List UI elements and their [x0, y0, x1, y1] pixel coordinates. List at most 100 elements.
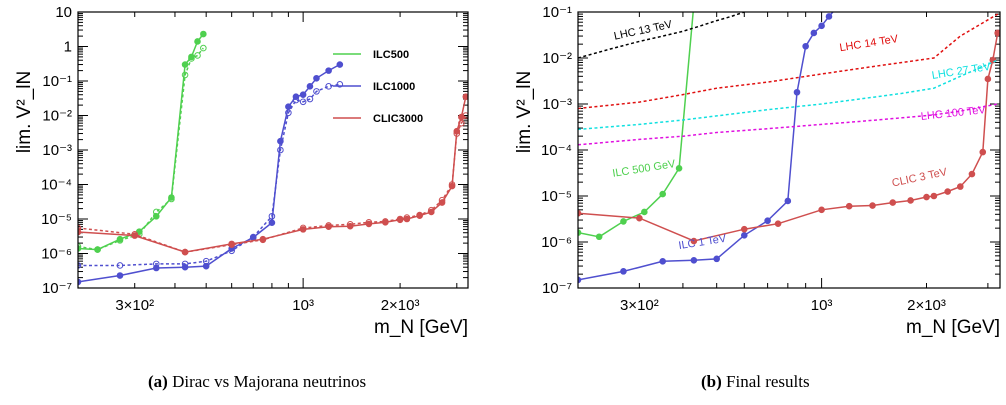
- panel-b-plot-frame: [577, 11, 1001, 289]
- panel-a-data-point: [268, 212, 276, 220]
- panel-b-chart: 3×10² 10³ 2×10³ 10⁻⁷ 10⁻⁶ 10⁻⁵ 10⁻⁴ 10⁻³ 10⁻² 10⁻…: [514, 1, 1001, 338]
- panel-b-series-line-ilc-500-gev: [578, 12, 694, 238]
- panel-a-y-tick-label: 10⁻⁶: [41, 246, 72, 263]
- panel-a-y-tick-label: 10: [55, 4, 72, 21]
- panel-a-data-point: [285, 109, 292, 117]
- panel-a-data-point: [78, 243, 82, 250]
- panel-a-series-group: [78, 30, 468, 286]
- panel-a-data-point: [306, 95, 314, 103]
- panel-a-data-point: [292, 93, 300, 101]
- panel-a-data-point: [396, 215, 404, 223]
- panel-b-data-point: [636, 214, 643, 222]
- legend-label: CLIC3000: [373, 113, 423, 125]
- legend-label: ILC1000: [373, 81, 415, 93]
- panel-b-data-point: [595, 233, 603, 241]
- panel-a-data-point: [306, 83, 314, 90]
- panel-a-data-point: [336, 81, 344, 88]
- panel-a-data-point: [116, 262, 124, 269]
- panel-a-data-point: [249, 233, 257, 241]
- panel-a-y-tick-label: 1: [64, 39, 72, 56]
- curve-label: LHC 100 TeV: [920, 104, 987, 123]
- panel-a-data-point: [325, 83, 332, 90]
- panel-a-series-line-ilc500: [78, 33, 204, 251]
- panel-a-y-tick-label: 10⁻²: [42, 108, 72, 125]
- panel-b-data-point: [889, 199, 897, 206]
- panel-b-data-point: [659, 258, 667, 265]
- panel-b-y-tick-label: 10⁻⁴: [541, 142, 572, 159]
- panel-a-data-point: [116, 272, 124, 279]
- panel-b-y-tick-label: 10⁻²: [542, 50, 572, 67]
- panel-a-data-point: [78, 224, 82, 232]
- panel-a-y-tick-label: 10⁻⁵: [41, 211, 72, 228]
- panel-b-data-point: [984, 75, 992, 83]
- panel-a-x-tick-label: 3×10²: [115, 297, 154, 314]
- panel-b-data-point: [930, 192, 938, 200]
- panel-b-data-point: [810, 29, 818, 37]
- caption-b-text: Final results: [726, 372, 810, 391]
- caption-a: (a) Dirac vs Majorana neutrinos: [148, 372, 366, 392]
- panel-b-data-point: [784, 197, 792, 205]
- panel-a-data-point: [382, 218, 389, 225]
- panel-b-data-point: [690, 257, 698, 264]
- curve-label: CLIC 3 TeV: [891, 166, 949, 190]
- panel-b-annotations: LHC 13 TeV LHC 14 TeV LHC 27 TeV LHC 100 Te…: [612, 18, 992, 252]
- panel-b-data-point: [979, 148, 987, 156]
- panel-a-data-point: [292, 96, 300, 104]
- panel-b-series-line-lhc-14-tev-dashed: [578, 13, 999, 110]
- panel-a-data-point: [403, 214, 411, 221]
- panel-a-data-point: [152, 260, 160, 268]
- panel-a-data-point: [458, 119, 465, 127]
- panel-a-plot-frame: [77, 11, 469, 289]
- panel-a-data-point: [202, 257, 210, 265]
- panel-a-data-point: [94, 246, 101, 253]
- panel-b-y-axis-title: lim. V²_lN: [514, 71, 535, 153]
- panel-b-data-point: [818, 22, 825, 30]
- panel-a-data-point: [78, 262, 82, 269]
- panel-b-data-point: [691, 1, 697, 7]
- caption-a-text: Dirac vs Majorana neutrinos: [172, 372, 367, 391]
- curve-label: LHC 14 TeV: [839, 33, 900, 54]
- panel-b-data-point: [968, 170, 976, 178]
- panel-a-data-point: [181, 260, 189, 268]
- panel-b-series-line-lhc-27-tev-dashed: [578, 59, 998, 131]
- panel-b-y-tick-label: 10⁻⁷: [542, 280, 572, 297]
- panel-b-x-tick-label: 2×10³: [907, 297, 946, 314]
- panel-b-ticks: [577, 11, 1000, 289]
- panel-a-data-point: [462, 93, 468, 101]
- panel-b-data-point: [994, 29, 1000, 37]
- panel-a-data-point: [194, 38, 201, 45]
- panel-a-data-point: [181, 61, 189, 68]
- panel-a-data-point: [168, 195, 175, 203]
- panel-a-y-tick-label: 10⁻⁴: [41, 177, 72, 194]
- panel-b-data-point: [659, 190, 667, 198]
- panel-a-x-tick-label: 2×10³: [381, 297, 420, 314]
- panel-a-ticks: [77, 11, 468, 289]
- panel-a-y-tick-label: 10⁻¹: [42, 73, 72, 90]
- panel-b-data-point: [774, 220, 782, 227]
- panel-a-series-line-ilc500-dashed: [78, 47, 204, 251]
- panel-a-data-point: [365, 219, 373, 226]
- panel-b-y-tick-label: 10⁻⁶: [541, 234, 572, 251]
- panel-a-legend: ILC500 ILC1000 CLIC3000: [333, 49, 423, 125]
- panel-a-data-point: [181, 248, 189, 256]
- panel-b-data-point: [833, 6, 839, 12]
- panel-a-data-point: [194, 52, 201, 59]
- panel-b-data-point: [740, 225, 748, 233]
- panel-a-data-point: [299, 224, 307, 232]
- panel-b-series-line-clic-3-tev: [578, 32, 999, 242]
- panel-b-series-line-lhc-100-tev-dashed: [578, 103, 998, 146]
- panel-b-data-point: [713, 255, 720, 263]
- panel-b-x-axis-title: m_N [GeV]: [906, 317, 1000, 338]
- panel-b-series-line-lhc-13-tev-dashed: [578, 12, 747, 59]
- panel-b-data-point: [818, 206, 825, 214]
- caption-a-label: (a): [148, 372, 168, 391]
- panel-b-data-point: [845, 202, 853, 210]
- panel-a-y-tick-label: 10⁻⁷: [42, 280, 72, 297]
- legend-label: ILC500: [373, 49, 409, 61]
- panel-a-data-point: [228, 241, 235, 248]
- panel-a-data-point: [200, 44, 207, 52]
- panel-a-data-point: [325, 222, 332, 229]
- panel-a-data-point: [285, 103, 292, 110]
- panel-a-data-point: [268, 219, 276, 227]
